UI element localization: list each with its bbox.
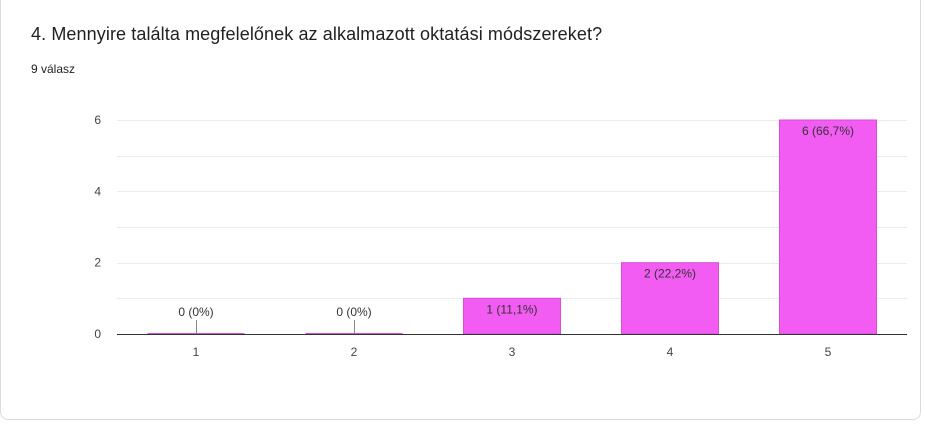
response-count: 9 válasz: [31, 62, 76, 76]
x-tick-label: 2: [351, 345, 358, 359]
x-tick-label: 5: [825, 345, 832, 359]
data-label: 6 (66,7%): [802, 124, 854, 138]
x-tick-label: 1: [193, 345, 200, 359]
y-tick-label: 4: [94, 184, 101, 198]
y-tick-label: 6: [94, 113, 101, 127]
bar: [779, 119, 877, 335]
x-tick-label: 4: [667, 345, 674, 359]
y-tick-label: 0: [94, 327, 101, 341]
data-label: 0 (0%): [336, 305, 371, 319]
data-label: 2 (22,2%): [644, 267, 696, 281]
x-tick-label: 3: [509, 345, 516, 359]
question-title: 4. Mennyire találta megfelelőnek az alka…: [31, 24, 603, 44]
y-tick-label: 2: [94, 256, 101, 270]
data-label: 1 (11,1%): [486, 302, 537, 316]
data-label: 0 (0%): [178, 305, 213, 319]
